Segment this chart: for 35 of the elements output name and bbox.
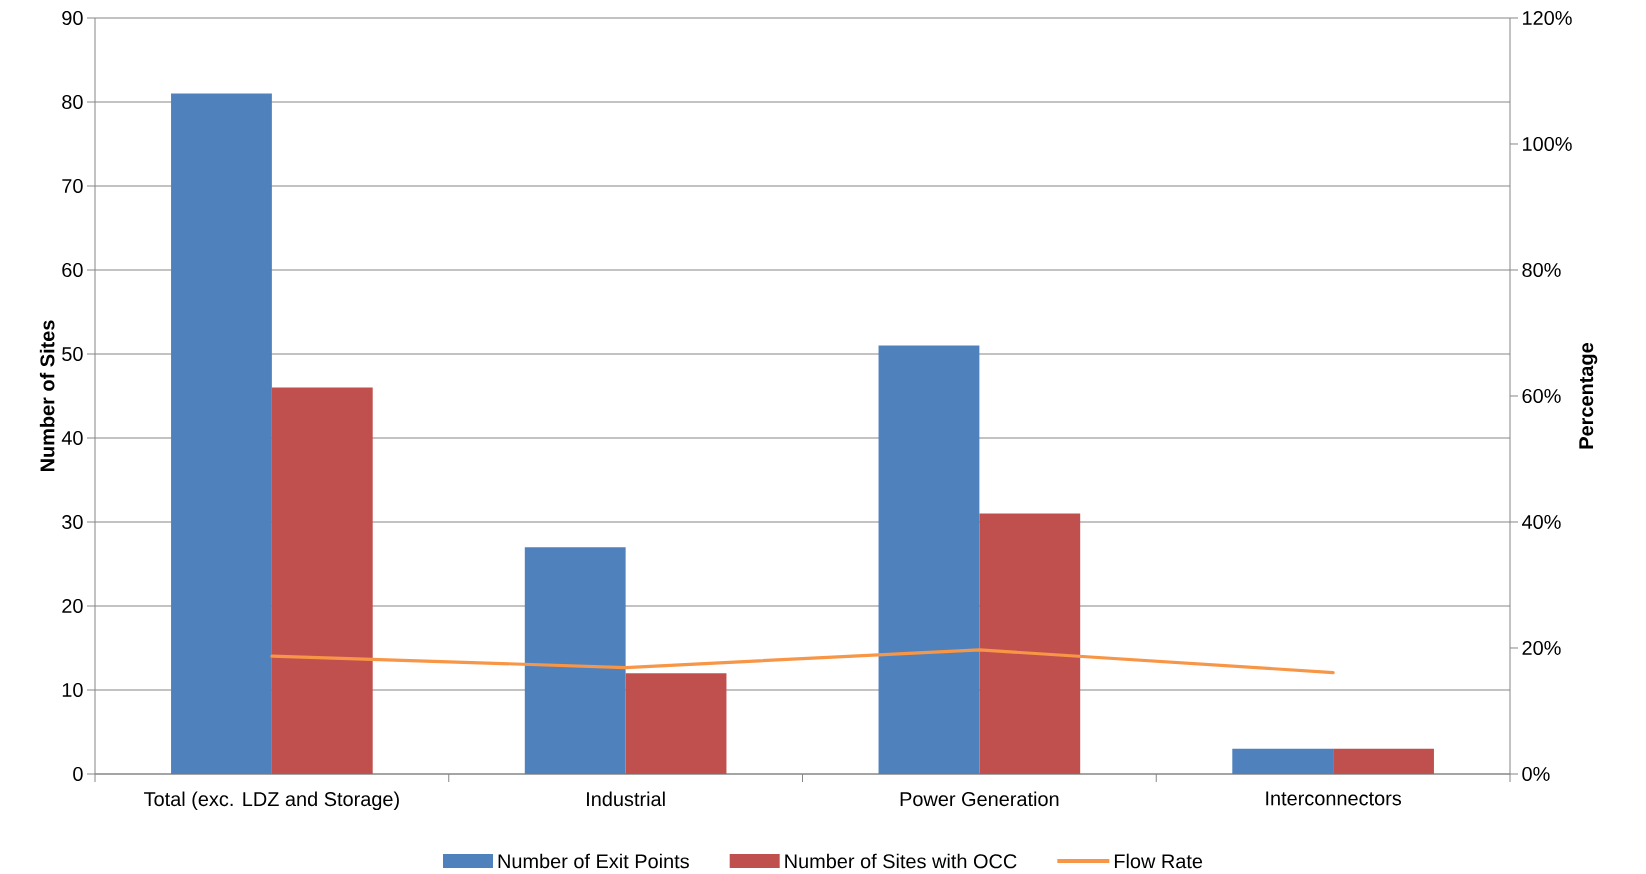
- y2-axis-title: Percentage: [1579, 342, 1598, 449]
- y2-tick-label: 0%: [1522, 766, 1550, 782]
- legend-label: Number of Exit Points: [498, 853, 689, 869]
- bar: [625, 673, 727, 774]
- y-tick-label: 10: [62, 682, 83, 698]
- legend-label: Number of Sites with OCC: [785, 853, 1017, 869]
- bar: [1232, 748, 1334, 774]
- y2-tick-label: 120%: [1523, 10, 1572, 26]
- y-tick-label: 80: [62, 94, 83, 110]
- y-tick-label: 70: [62, 178, 83, 194]
- bar: [271, 387, 373, 774]
- x-tick-label: Total (exc. LDZ and Storage): [144, 791, 399, 811]
- y-tick-label: 40: [61, 430, 83, 446]
- y-axis-title: Number of Sites: [39, 320, 55, 472]
- x-tick-label: Industrial: [587, 791, 665, 807]
- y-tick-label: 0: [73, 766, 83, 782]
- x-tick-label: Power Generation: [900, 791, 1059, 807]
- y-tick-label: 60: [62, 262, 83, 278]
- bar: [1333, 748, 1434, 774]
- bar: [171, 93, 272, 774]
- bar: [524, 547, 626, 774]
- legend-label: Flow Rate: [1114, 853, 1203, 869]
- y-tick-label: 30: [62, 514, 83, 530]
- y2-tick-label: 40%: [1521, 514, 1561, 530]
- y-tick-label: 90: [62, 10, 83, 26]
- y-tick-label: 50: [62, 346, 83, 362]
- y2-tick-label: 20%: [1522, 640, 1561, 656]
- x-tick-label: Interconnectors: [1266, 791, 1402, 806]
- line-series: [270, 648, 1335, 675]
- bar: [979, 513, 1081, 774]
- y2-tick-label: 100%: [1523, 136, 1572, 152]
- bar: [878, 345, 980, 774]
- y2-tick-label: 60%: [1522, 388, 1561, 404]
- y-tick-label: 20: [62, 598, 83, 614]
- y2-tick-label: 80%: [1522, 262, 1561, 278]
